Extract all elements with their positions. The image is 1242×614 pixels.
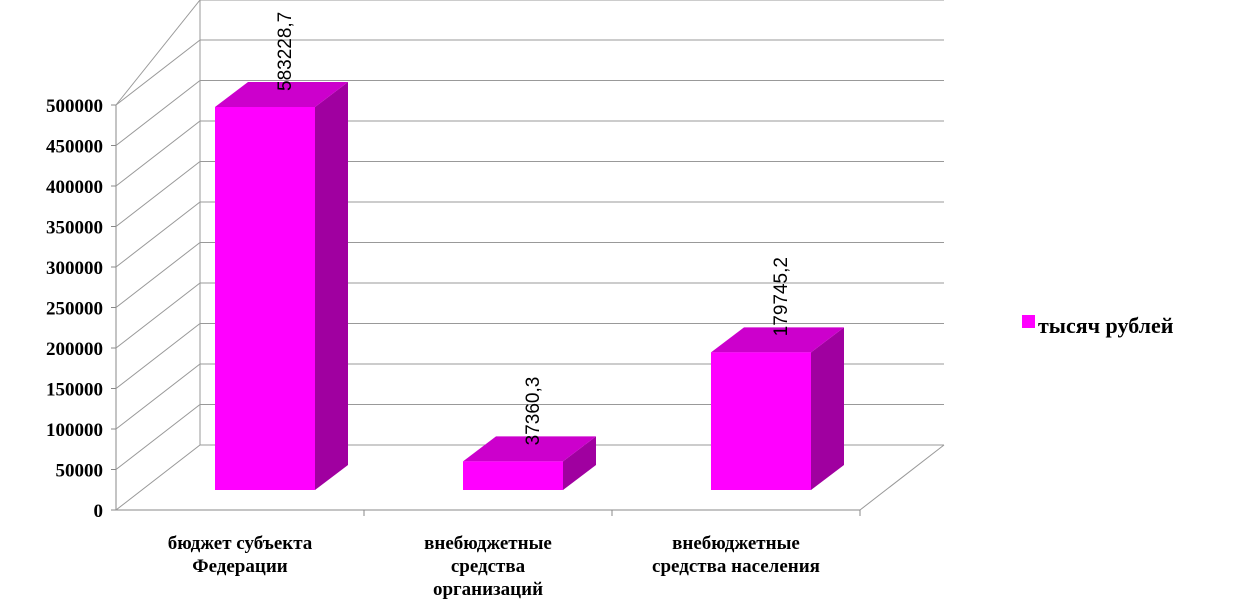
grid-line: [115, 242, 944, 308]
y-tick-label: 50000: [56, 461, 104, 482]
bar-side: [563, 436, 596, 490]
y-tick-label: 200000: [46, 339, 103, 360]
grid-line: [115, 120, 944, 187]
y-tick-label: 300000: [46, 258, 103, 279]
y-tick-label: 500000: [46, 96, 103, 117]
bar-side: [315, 82, 348, 490]
y-tick-label: 0: [94, 501, 104, 522]
bar: [215, 107, 315, 490]
bar-side: [811, 327, 844, 490]
value-label: 179745,2: [771, 257, 792, 336]
grid-line: [115, 363, 944, 430]
bar-top: [463, 436, 596, 462]
grid-line: [115, 404, 944, 470]
bar-top: [215, 82, 348, 107]
grid-line: [115, 201, 944, 268]
y-tick-label: 100000: [46, 420, 103, 441]
y-tick-label: 350000: [46, 218, 103, 239]
y-tick-label: 450000: [46, 137, 103, 158]
grid-line: [115, 444, 944, 511]
grid-line: [115, 323, 944, 389]
legend-swatch: [1022, 315, 1035, 328]
y-tick-label: 150000: [46, 380, 103, 401]
grid-line: [115, 80, 944, 146]
x-tick-label: внебюджетные средства населения: [652, 533, 820, 577]
grid-line: [115, 161, 944, 227]
x-tick-label: внебюджетные средства организаций: [424, 533, 552, 600]
bar: [711, 352, 811, 490]
bar: [463, 461, 563, 490]
floor-edge: [859, 444, 945, 511]
grid-line: [115, 282, 944, 349]
bar-top: [711, 327, 844, 353]
value-label: 583228,7: [275, 12, 296, 91]
legend-label: тысяч рублей: [1038, 313, 1174, 338]
grid-line: [115, 39, 944, 106]
x-tick-label: бюджет субъекта Федерации: [167, 533, 313, 577]
y-tick-label: 400000: [46, 177, 103, 198]
y-tick-label: 250000: [46, 299, 103, 320]
value-label: 37360,3: [523, 377, 544, 446]
wall-top-diag: [115, 0, 201, 106]
